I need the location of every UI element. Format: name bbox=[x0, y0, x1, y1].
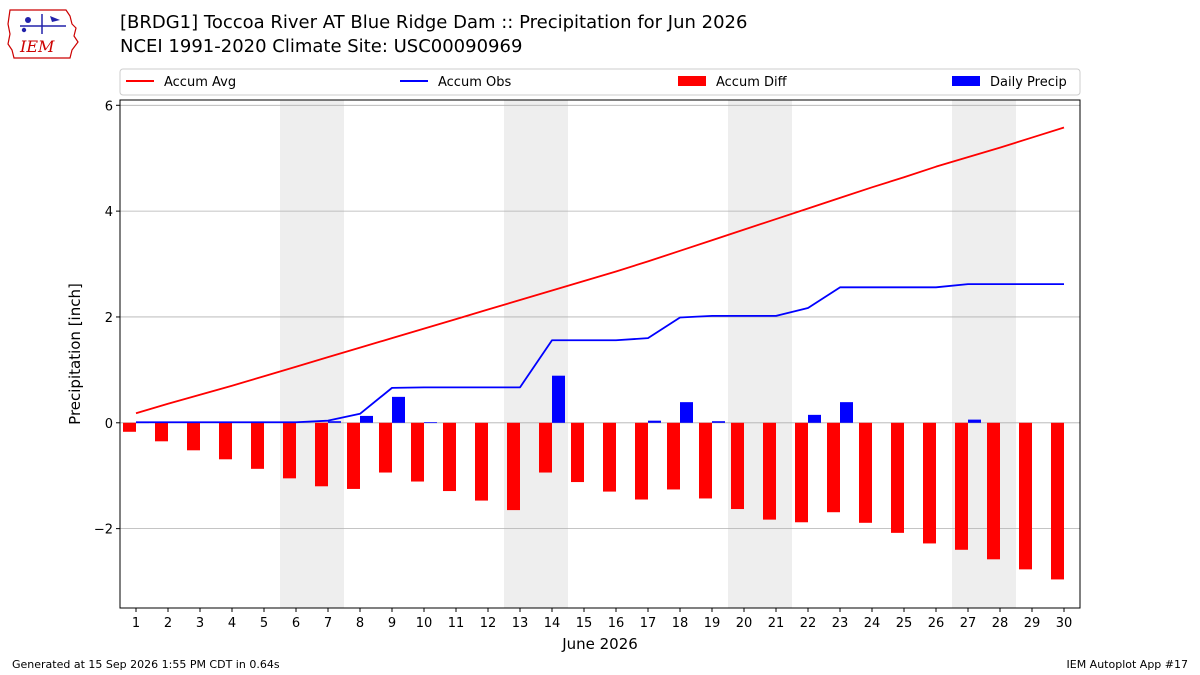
accum-diff-bar bbox=[539, 422, 552, 473]
x-tick-label: 17 bbox=[640, 616, 657, 631]
accum-diff-bar bbox=[1051, 422, 1064, 580]
weekend-band bbox=[504, 100, 568, 608]
plot-frame bbox=[119, 99, 1081, 609]
accum-diff-bar bbox=[891, 422, 904, 533]
app-credit: IEM Autoplot App #17 bbox=[1066, 658, 1189, 671]
accum-diff-bar bbox=[219, 422, 232, 460]
x-axis-label: June 2026 bbox=[561, 635, 638, 653]
daily-precip-bar bbox=[360, 415, 373, 423]
x-tick-label: 8 bbox=[356, 616, 364, 631]
x-tick-label: 14 bbox=[544, 616, 561, 631]
accum-diff-bar bbox=[315, 422, 328, 487]
accum-diff-bar bbox=[347, 422, 360, 489]
legend-swatch-bar bbox=[952, 76, 980, 86]
x-tick-label: 15 bbox=[576, 616, 593, 631]
daily-precip-bar bbox=[328, 421, 341, 423]
x-tick-label: 4 bbox=[228, 616, 236, 631]
x-tick-label: 5 bbox=[260, 616, 268, 631]
x-tick-label: 6 bbox=[292, 616, 300, 631]
accum-diff-bar bbox=[859, 422, 872, 523]
accum-diff-bar bbox=[507, 422, 520, 511]
y-tick-label: −2 bbox=[94, 523, 113, 538]
daily-precip-bar bbox=[712, 421, 725, 423]
legend-label: Daily Precip bbox=[990, 75, 1067, 90]
x-tick-label: 13 bbox=[512, 616, 529, 631]
x-tick-label: 26 bbox=[928, 616, 945, 631]
x-tick-label: 2 bbox=[164, 616, 172, 631]
iem-logo: IEM bbox=[7, 9, 79, 59]
accum-diff-bar bbox=[155, 422, 168, 442]
x-tick-label: 11 bbox=[448, 616, 465, 631]
x-tick-label: 22 bbox=[800, 616, 817, 631]
accum-diff-bar bbox=[379, 422, 392, 473]
accum-diff-bar bbox=[571, 422, 584, 483]
daily-precip-bar bbox=[424, 422, 437, 424]
accum-diff-bar bbox=[699, 422, 712, 499]
accum-diff-bar bbox=[667, 422, 680, 490]
x-tick-label: 16 bbox=[608, 616, 625, 631]
accum-diff-bar bbox=[603, 422, 616, 492]
x-tick-label: 3 bbox=[196, 616, 204, 631]
legend-swatch-bar bbox=[678, 76, 706, 86]
x-tick-label: 24 bbox=[864, 616, 881, 631]
accum-diff-bar bbox=[443, 422, 456, 492]
x-tick-label: 23 bbox=[832, 616, 849, 631]
accum-obs-line bbox=[136, 283, 1064, 424]
x-tick-label: 9 bbox=[388, 616, 396, 631]
daily-precip-bar bbox=[552, 375, 565, 423]
weekend-band bbox=[728, 100, 792, 608]
x-tick-label: 25 bbox=[896, 616, 913, 631]
accum-diff-bar bbox=[763, 422, 776, 520]
accum-diff-bar bbox=[955, 422, 968, 550]
accum-diff-bar bbox=[795, 422, 808, 523]
accum-diff-bar bbox=[251, 422, 264, 469]
accum-diff-bar bbox=[475, 422, 488, 501]
accum-diff-bar bbox=[411, 422, 424, 482]
x-tick-label: 7 bbox=[324, 616, 332, 631]
y-tick-label: 4 bbox=[105, 205, 113, 220]
x-tick-label: 29 bbox=[1024, 616, 1041, 631]
y-tick-label: 2 bbox=[105, 311, 113, 326]
x-tick-label: 18 bbox=[672, 616, 689, 631]
legend-label: Accum Diff bbox=[716, 75, 788, 90]
x-tick-label: 21 bbox=[768, 616, 785, 631]
x-tick-label: 12 bbox=[480, 616, 497, 631]
x-tick-label: 19 bbox=[704, 616, 721, 631]
y-tick-label: 6 bbox=[105, 99, 113, 114]
accum-diff-bar bbox=[635, 422, 648, 500]
accum-diff-bar bbox=[731, 422, 744, 510]
y-axis-label: Precipitation [inch] bbox=[66, 283, 84, 425]
generated-timestamp: Generated at 15 Sep 2026 1:55 PM CDT in … bbox=[12, 658, 280, 671]
accum-diff-bar bbox=[123, 422, 136, 432]
accum-diff-bar bbox=[827, 422, 840, 513]
accum-diff-bar bbox=[283, 422, 296, 479]
x-tick-label: 1 bbox=[132, 616, 140, 631]
x-tick-label: 10 bbox=[416, 616, 433, 631]
legend-box bbox=[119, 68, 1081, 96]
accum-diff-bar bbox=[1019, 422, 1032, 570]
daily-precip-bar bbox=[808, 414, 821, 423]
accum-diff-bar bbox=[187, 422, 200, 451]
chart-subtitle: NCEI 1991-2020 Climate Site: USC00090969 bbox=[120, 36, 523, 57]
daily-precip-bar bbox=[968, 419, 981, 423]
chart-title: [BRDG1] Toccoa River AT Blue Ridge Dam :… bbox=[120, 12, 748, 33]
y-tick-label: 0 bbox=[105, 417, 113, 432]
daily-precip-bar bbox=[648, 420, 661, 423]
x-tick-label: 28 bbox=[992, 616, 1009, 631]
daily-precip-bar bbox=[680, 402, 693, 423]
legend-label: Accum Avg bbox=[164, 75, 236, 90]
accum-diff-bar bbox=[987, 422, 1000, 560]
accum-avg-line bbox=[135, 126, 1065, 415]
accum-diff-bar bbox=[923, 422, 936, 544]
daily-precip-bar bbox=[392, 396, 405, 423]
x-tick-label: 20 bbox=[736, 616, 753, 631]
iem-logo-text: IEM bbox=[19, 37, 55, 56]
legend-label: Accum Obs bbox=[438, 75, 511, 90]
daily-precip-bar bbox=[840, 402, 853, 423]
x-tick-label: 30 bbox=[1056, 616, 1073, 631]
x-tick-label: 27 bbox=[960, 616, 977, 631]
weekend-band bbox=[280, 100, 344, 608]
